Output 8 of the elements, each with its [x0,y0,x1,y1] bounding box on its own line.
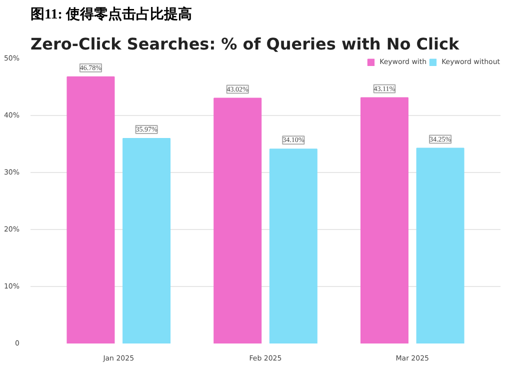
bar [122,138,171,344]
bar [269,148,318,344]
chart-subtitle: Zero-Click Searches: % of Queries with No Click [30,34,460,54]
bar [360,97,408,344]
bar [66,76,115,344]
chart-title: 图11: 使得零点击占比提高 [30,6,192,22]
bar [416,148,464,344]
bar [214,98,262,344]
